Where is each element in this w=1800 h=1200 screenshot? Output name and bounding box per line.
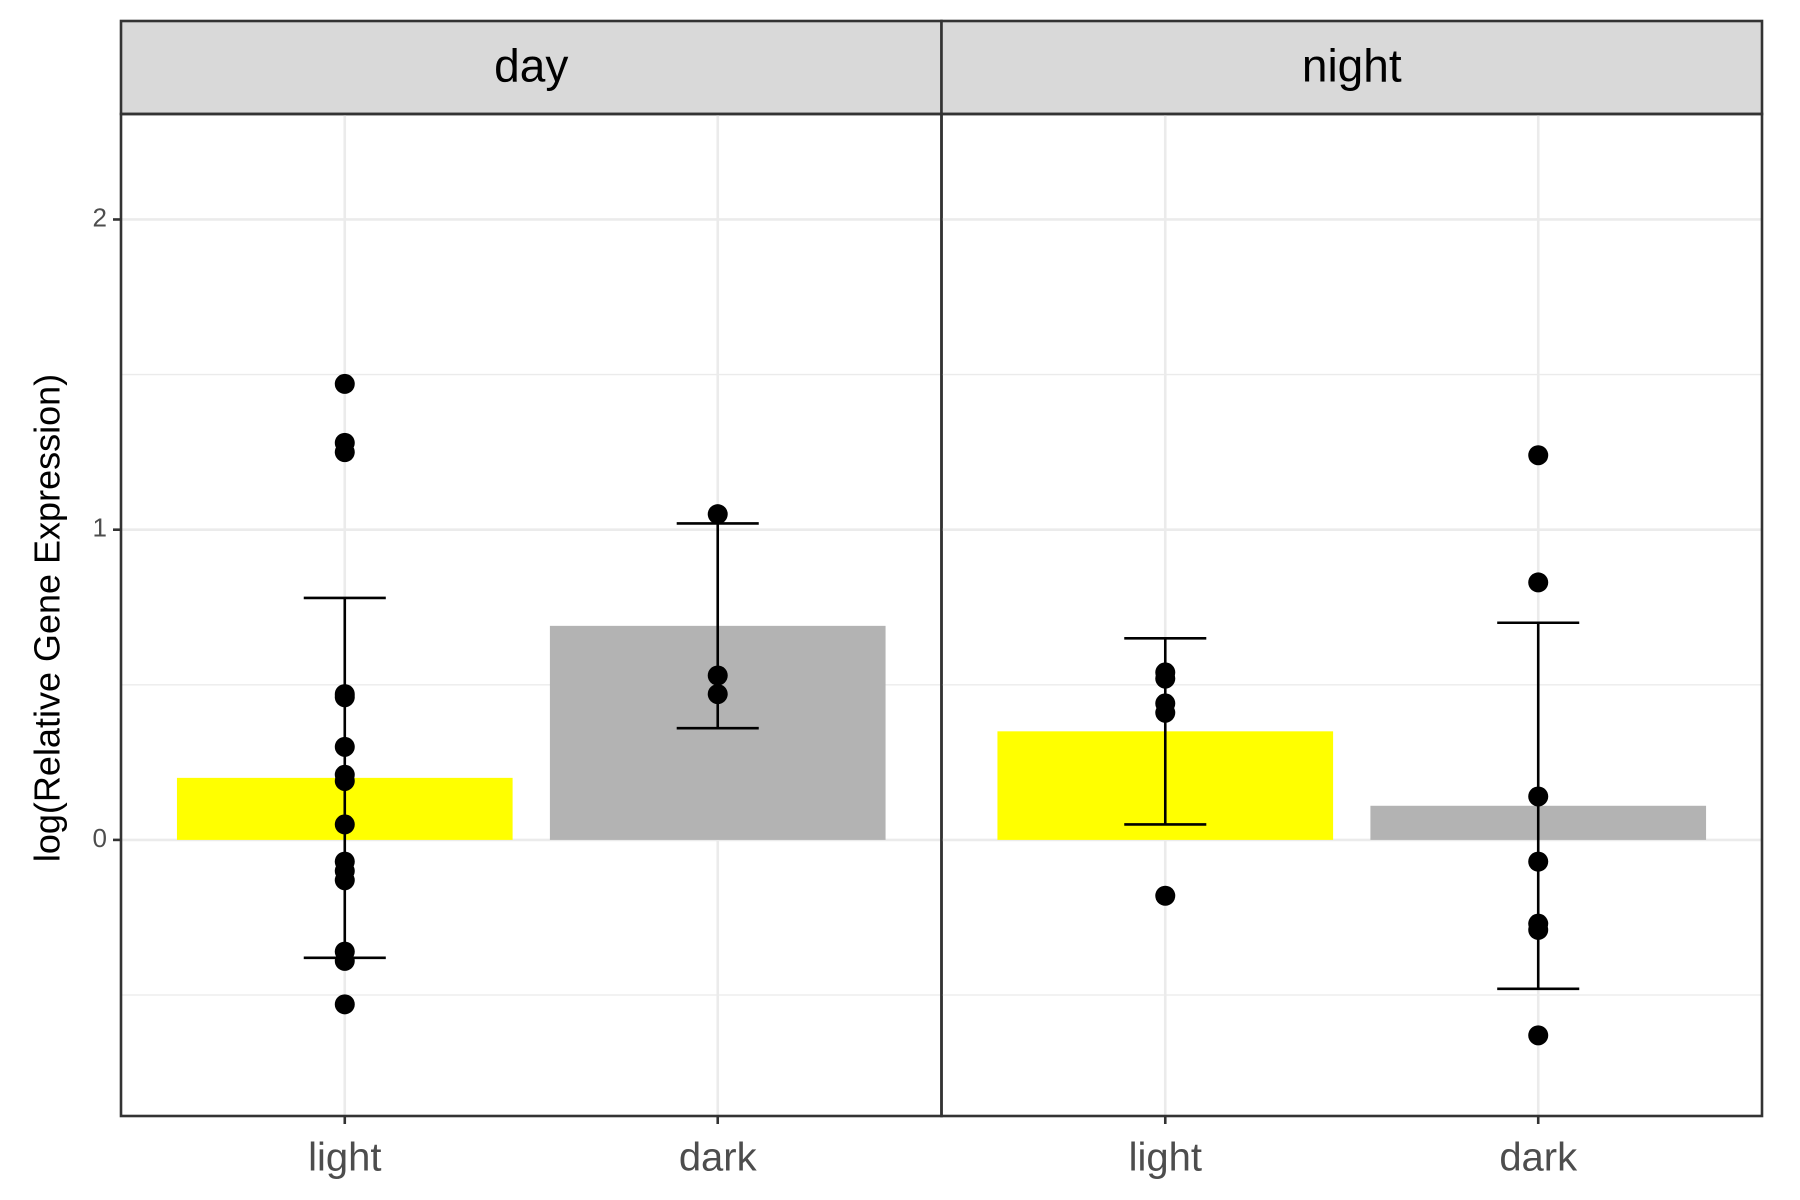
y-tick-label: 2 [93,202,107,232]
error-bar [676,522,759,730]
data-point [334,442,355,463]
x-tick-label: light [308,1136,381,1180]
strip-title: day [494,40,568,92]
y-tick-label: 1 [93,513,107,543]
strip [119,19,943,116]
x-tick-label: dark [679,1136,758,1180]
strip [940,19,1764,116]
data-point [1528,445,1549,466]
x-tick-label: dark [1499,1136,1578,1180]
y-tick-label: 0 [93,823,107,853]
panel-border [940,112,1764,1118]
data-point [1155,885,1176,906]
data-point [334,994,355,1015]
x-tick-label: light [1129,1136,1202,1180]
error-bar [1124,636,1207,826]
error-bar [303,596,386,960]
error-bar [1497,621,1580,991]
y-axis-title: log(Relative Gene Expression) [27,374,68,862]
data-point [1528,572,1549,593]
data-point [334,373,355,394]
data-point [1528,1025,1549,1046]
data-point [334,950,355,971]
data-point [707,504,728,525]
strip-title: night [1302,40,1402,92]
panel-border [119,112,943,1118]
